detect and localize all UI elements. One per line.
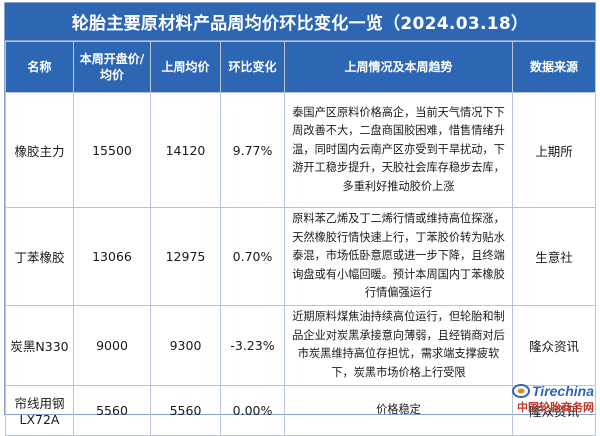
cell-trend: 价格稳定 [285,385,513,435]
col-header-name: 名称 [6,42,74,93]
watermark-subtitle: 中国轮胎商务网 [517,399,594,415]
cell-change: -3.23% [221,305,285,385]
cell-trend: 泰国产区原料价格高企，当前天气情况下下周改善不大，二盘商国胶困难，惜售情绪升温，… [285,93,513,208]
cell-change: 0.70% [221,208,285,306]
cell-name: 帘线用钢LX72A [6,385,74,435]
cell-last-week: 5560 [151,385,221,435]
tirechina-watermark: Tirechina 中国轮胎商务网 [498,375,594,415]
cell-this-week: 15500 [74,93,151,208]
table-row: 橡胶主力 15500 14120 9.77% 泰国产区原料价格高企，当前天气情况… [6,93,596,208]
price-table-panel: 轮胎主要原材料产品周均价环比变化一览（2024.03.18） 名称 本周开盘价/… [4,2,596,415]
cell-last-week: 14120 [151,93,221,208]
cell-this-week: 13066 [74,208,151,306]
cell-name: 丁苯橡胶 [6,208,74,306]
cell-change: 9.77% [221,93,285,208]
cell-last-week: 12975 [151,208,221,306]
col-header-trend: 上周情况及本周趋势 [285,42,513,93]
cell-source: 上期所 [513,93,596,208]
table-title: 轮胎主要原材料产品周均价环比变化一览（2024.03.18） [5,3,595,41]
cell-last-week: 9300 [151,305,221,385]
cell-trend: 近期原料煤焦油持续高位运行，但轮胎和制品企业对炭黑承接意向薄弱，且经销商对后市炭… [285,305,513,385]
header-row: 名称 本周开盘价/均价 上周均价 环比变化 上周情况及本周趋势 数据来源 [6,42,596,93]
col-header-change: 环比变化 [221,42,285,93]
watermark-logo-text: Tirechina [532,383,594,399]
cell-source: 生意社 [513,208,596,306]
col-header-last-week: 上周均价 [151,42,221,93]
cell-this-week: 9000 [74,305,151,385]
cell-name: 炭黑N330 [6,305,74,385]
cell-source: 隆众资讯 [513,305,596,385]
col-header-this-week: 本周开盘价/均价 [74,42,151,93]
cell-name: 橡胶主力 [6,93,74,208]
tire-logo-icon [512,384,530,398]
table-row: 丁苯橡胶 13066 12975 0.70% 原料苯乙烯及丁二烯行情或维持高位探… [6,208,596,306]
cell-trend: 原料苯乙烯及丁二烯行情或维持高位探涨，天然橡胶行情快速上行，丁苯胶价转为贴水泰混… [285,208,513,306]
cell-this-week: 5560 [74,385,151,435]
cell-change: 0.00% [221,385,285,435]
table-row: 炭黑N330 9000 9300 -3.23% 近期原料煤焦油持续高位运行，但轮… [6,305,596,385]
col-header-source: 数据来源 [513,42,596,93]
